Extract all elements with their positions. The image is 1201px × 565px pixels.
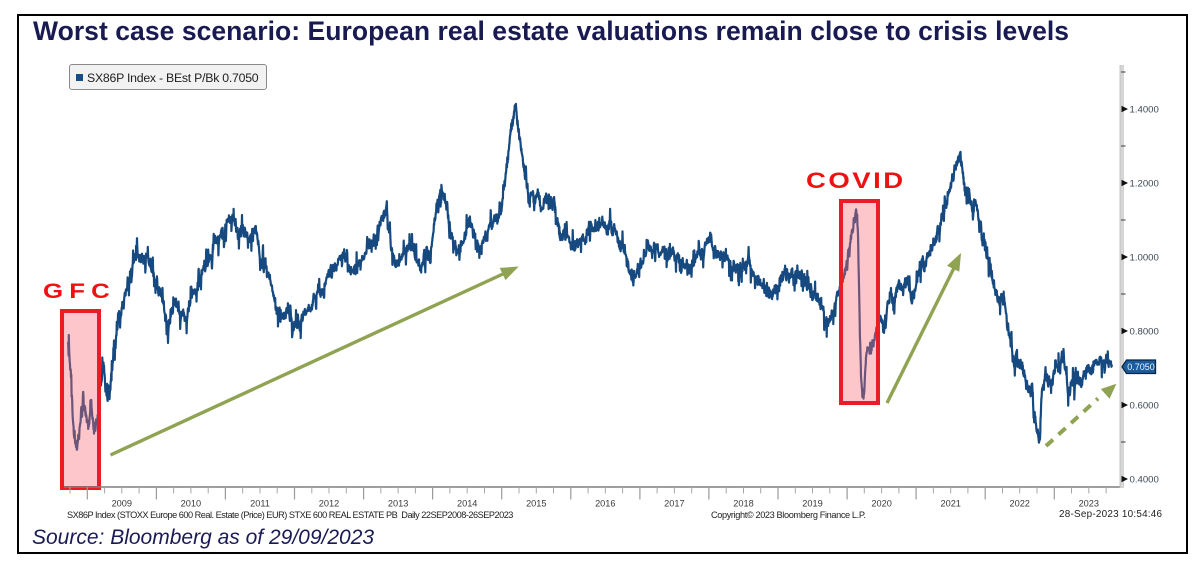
svg-text:0.6000: 0.6000 [1130,400,1159,411]
svg-text:2018: 2018 [733,499,753,509]
svg-text:0.4000: 0.4000 [1130,474,1159,485]
svg-text:2020: 2020 [871,499,891,509]
svg-text:1.4000: 1.4000 [1130,104,1159,115]
svg-text:1.2000: 1.2000 [1130,178,1159,189]
svg-text:2015: 2015 [526,499,546,509]
svg-text:2010: 2010 [181,499,201,509]
svg-text:2011: 2011 [250,499,270,509]
svg-text:1.0000: 1.0000 [1130,252,1159,263]
svg-text:2023: 2023 [1079,499,1099,509]
svg-text:2014: 2014 [457,499,477,509]
svg-text:2017: 2017 [664,499,684,509]
svg-text:2009: 2009 [112,499,132,509]
svg-text:0.8000: 0.8000 [1130,326,1159,337]
svg-text:2019: 2019 [802,499,822,509]
svg-text:2016: 2016 [595,499,615,509]
svg-text:2022: 2022 [1009,499,1029,509]
svg-text:2021: 2021 [940,499,960,509]
svg-text:2012: 2012 [319,499,339,509]
svg-text:0.7050: 0.7050 [1127,362,1155,372]
svg-text:2013: 2013 [388,499,408,509]
